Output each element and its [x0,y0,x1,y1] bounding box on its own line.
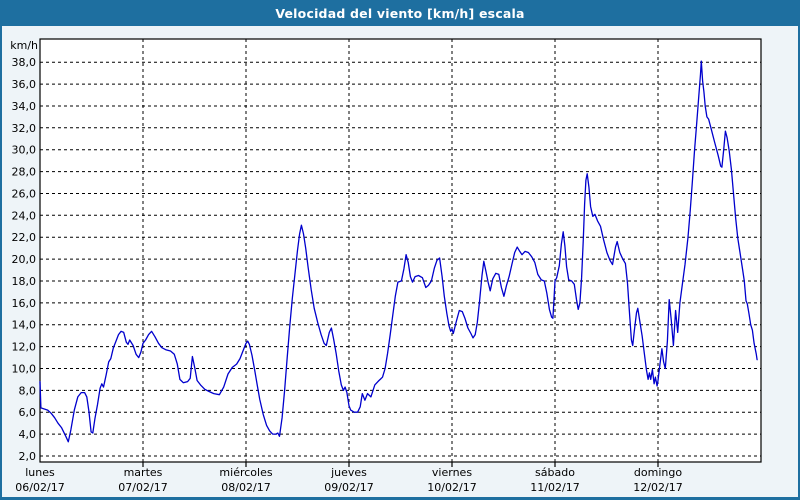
day-date-label: 10/02/17 [427,481,476,494]
day-name-label: lunes [25,466,55,479]
plot-area [40,39,761,462]
y-tick-label: 4,0 [19,428,37,441]
y-axis-unit-label: km/h [10,39,38,52]
y-tick-label: 6,0 [19,406,37,419]
y-tick-label: 32,0 [12,122,37,135]
y-tick-label: 30,0 [12,144,37,157]
window-title: Velocidad del viento [km/h] escala [275,5,525,21]
day-name-label: jueves [330,466,367,479]
day-name-label: martes [124,466,163,479]
y-tick-label: 28,0 [12,166,37,179]
day-date-label: 07/02/17 [118,481,167,494]
x-axis-ticks [142,462,659,467]
wind-speed-line [39,60,758,443]
y-tick-label: 16,0 [12,297,37,310]
y-tick-label: 20,0 [12,253,37,266]
y-tick-label: 24,0 [12,209,37,222]
wind-speed-chart: km/h 38,0 36,0 34,0 32,0 30,0 28,0 26,0 24,0 22,0… [2,26,798,497]
y-tick-label: 12,0 [12,341,37,354]
day-name-label: miércoles [219,466,272,479]
plot-border [39,38,762,463]
day-date-label: 09/02/17 [324,481,373,494]
y-tick-label: 10,0 [12,363,37,376]
day-date-label: 08/02/17 [221,481,270,494]
y-tick-label: 34,0 [12,100,37,113]
y-tick-label: 8,0 [19,384,37,397]
y-tick-label: 36,0 [12,78,37,91]
day-name-label: viernes [432,466,472,479]
day-date-label: 12/02/17 [633,481,682,494]
day-name-label: sábado [535,466,575,479]
y-tick-label: 2,0 [19,450,37,463]
day-date-label: 11/02/17 [530,481,579,494]
y-tick-label: 38,0 [12,56,37,69]
day-date-label: 06/02/17 [15,481,64,494]
day-name-label: domingo [634,466,682,479]
y-tick-label: 26,0 [12,188,37,201]
axis-labels: km/h 38,0 36,0 34,0 32,0 30,0 28,0 26,0 24,0 22,0… [10,39,682,494]
y-tick-label: 22,0 [12,231,37,244]
y-tick-label: 14,0 [12,319,37,332]
title-bar: Velocidad del viento [km/h] escala [0,0,800,26]
y-tick-label: 18,0 [12,275,37,288]
